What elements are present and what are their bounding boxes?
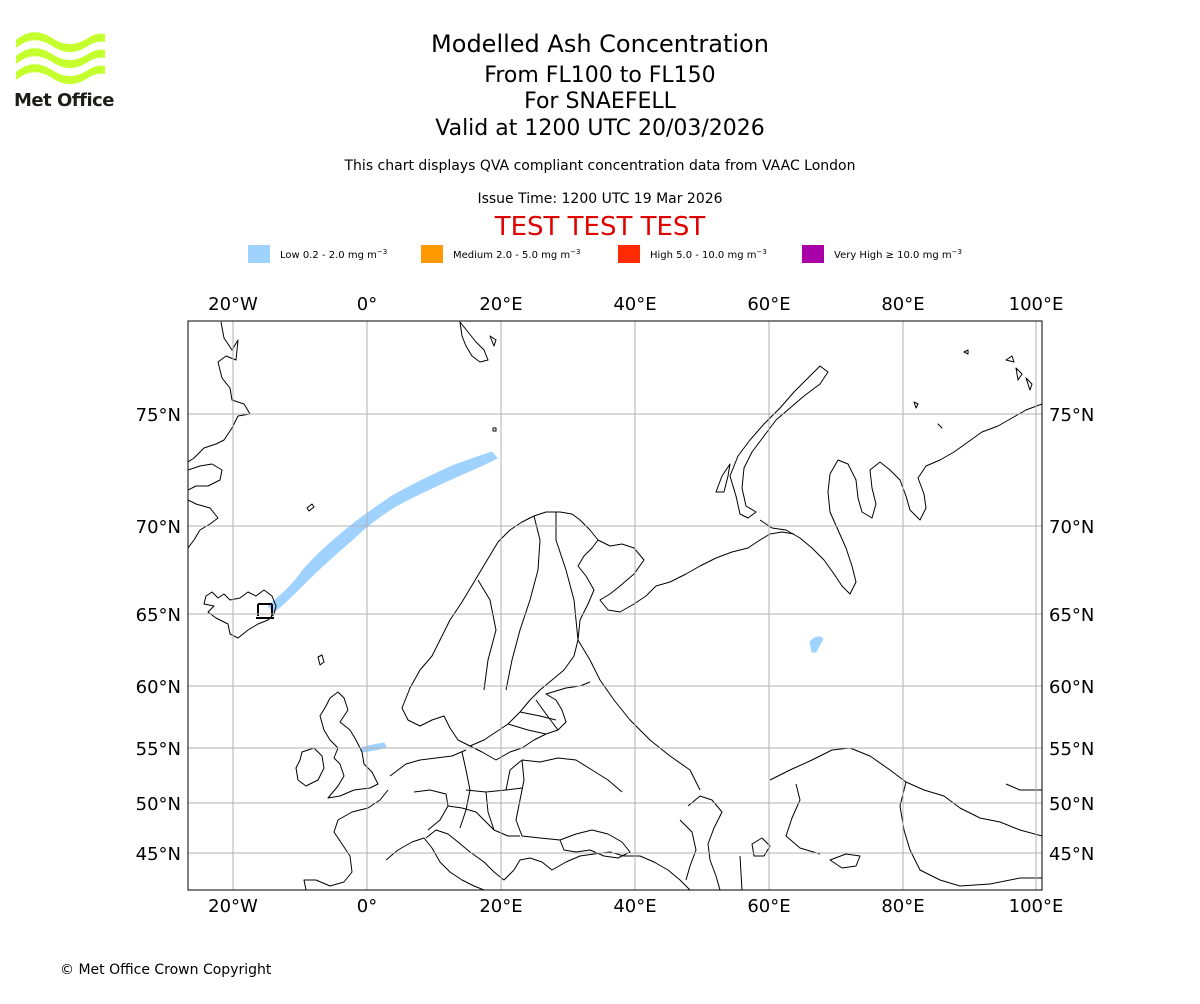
chart-description: This chart displays QVA compliant concen… xyxy=(344,158,856,174)
lon-label-bottom: 0° xyxy=(357,896,377,917)
issue-time: Issue Time: 1200 UTC 19 Mar 2026 xyxy=(477,191,723,207)
legend-item-medium: Medium 2.0 - 5.0 mg m−3 xyxy=(421,244,580,264)
lon-label-bottom: 20°W xyxy=(208,896,258,917)
jan-mayen-coastline xyxy=(306,503,315,512)
lon-label-top: 60°E xyxy=(747,294,790,315)
legend-label-very-high: Very High ≥ 10.0 mg m−3 xyxy=(834,247,962,261)
chart-title: Modelled Ash Concentration xyxy=(431,30,769,58)
lon-label-bottom: 80°E xyxy=(881,896,924,917)
ash-patch-ural xyxy=(809,636,824,653)
lon-labels-bottom: 20°W 0° 20°E 40°E 60°E 80°E 100°E xyxy=(208,896,1063,917)
aral-sea-coastline xyxy=(751,837,771,857)
legend-item-low: Low 0.2 - 2.0 mg m−3 xyxy=(248,244,387,264)
lat-label-left: 60°N xyxy=(136,677,181,698)
valid-time: Valid at 1200 UTC 20/03/2026 xyxy=(435,116,765,141)
great-britain-coastline xyxy=(319,691,379,799)
mediterranean-coastline xyxy=(425,829,691,890)
legend-label-high: High 5.0 - 10.0 mg m−3 xyxy=(650,247,767,261)
met-office-logo-text: Met Office xyxy=(14,90,115,111)
lon-label-top: 40°E xyxy=(613,294,656,315)
norway-sweden-coastline xyxy=(401,511,599,747)
legend-item-very-high: Very High ≥ 10.0 mg m−3 xyxy=(802,244,962,264)
ash-plume-main xyxy=(267,451,498,613)
lon-label-top: 0° xyxy=(357,294,377,315)
legend-label-medium: Medium 2.0 - 5.0 mg m−3 xyxy=(453,247,581,261)
concentration-legend: Low 0.2 - 2.0 mg m−3 Medium 2.0 - 5.0 mg… xyxy=(0,244,1200,264)
map-content xyxy=(188,321,1042,890)
lon-label-bottom: 100°E xyxy=(1009,896,1064,917)
lon-label-top: 20°W xyxy=(208,294,258,315)
country-borders xyxy=(413,639,1042,890)
legend-swatch-low xyxy=(248,245,270,263)
western-europe-coastline xyxy=(303,749,485,890)
legend-swatch-very-high xyxy=(802,245,824,263)
legend-swatch-high xyxy=(618,245,640,263)
lat-label-left: 50°N xyxy=(136,794,181,815)
met-office-waves-icon xyxy=(16,32,105,84)
gridlines xyxy=(188,321,1042,890)
lon-label-bottom: 40°E xyxy=(613,896,656,917)
caspian-coastline xyxy=(679,795,723,890)
novaya-zemlya-south xyxy=(715,463,731,493)
bear-island-coastline xyxy=(492,427,497,432)
flight-level-range: From FL100 to FL150 xyxy=(484,63,716,88)
lat-label-left: 70°N xyxy=(136,517,181,538)
volcano-name: For SNAEFELL xyxy=(524,89,676,114)
lon-label-bottom: 60°E xyxy=(747,896,790,917)
lat-label-left: 45°N xyxy=(136,844,181,865)
lat-label-right: 60°N xyxy=(1049,677,1094,698)
kola-white-sea-coastline xyxy=(597,531,795,613)
ireland-coastline xyxy=(295,747,325,787)
lat-label-right: 50°N xyxy=(1049,794,1094,815)
lon-label-top: 100°E xyxy=(1009,294,1064,315)
map-frame xyxy=(187,320,1043,891)
lon-label-top: 80°E xyxy=(881,294,924,315)
lon-label-top: 20°E xyxy=(479,294,522,315)
met-office-logo: Met Office xyxy=(14,30,115,112)
test-banner: TEST TEST TEST xyxy=(494,212,706,242)
lon-label-bottom: 20°E xyxy=(479,896,522,917)
lat-label-right: 55°N xyxy=(1049,739,1094,760)
balkhash-coastline xyxy=(829,853,861,869)
svalbard-coastline xyxy=(459,321,497,363)
siberia-coastline xyxy=(759,403,1042,595)
lat-label-left: 55°N xyxy=(136,739,181,760)
lat-label-right: 75°N xyxy=(1049,405,1094,426)
snaefell-marker xyxy=(256,603,274,619)
lat-label-right: 45°N xyxy=(1049,844,1094,865)
copyright-notice: © Met Office Crown Copyright xyxy=(60,962,272,978)
faroe-coastline xyxy=(317,654,325,666)
lat-label-left: 75°N xyxy=(136,405,181,426)
novaya-zemlya-coastline xyxy=(729,365,829,519)
black-sea-coastline xyxy=(559,829,631,859)
legend-label-low: Low 0.2 - 2.0 mg m−3 xyxy=(280,247,388,261)
finland-border xyxy=(477,512,579,691)
severnaya-zemlya-coastline xyxy=(913,349,1033,429)
legend-item-high: High 5.0 - 10.0 mg m−3 xyxy=(618,244,767,264)
lon-labels-top: 20°W 0° 20°E 40°E 60°E 80°E 100°E xyxy=(208,294,1063,315)
greenland-coastline xyxy=(188,321,251,549)
lat-label-left: 65°N xyxy=(136,605,181,626)
lat-label-right: 70°N xyxy=(1049,517,1094,538)
lat-label-right: 65°N xyxy=(1049,605,1094,626)
lat-labels-left: 75°N 70°N 65°N 60°N 55°N 50°N 45°N xyxy=(136,405,181,865)
legend-swatch-medium xyxy=(421,245,443,263)
lat-labels-right: 75°N 70°N 65°N 60°N 55°N 50°N 45°N xyxy=(1049,405,1094,865)
